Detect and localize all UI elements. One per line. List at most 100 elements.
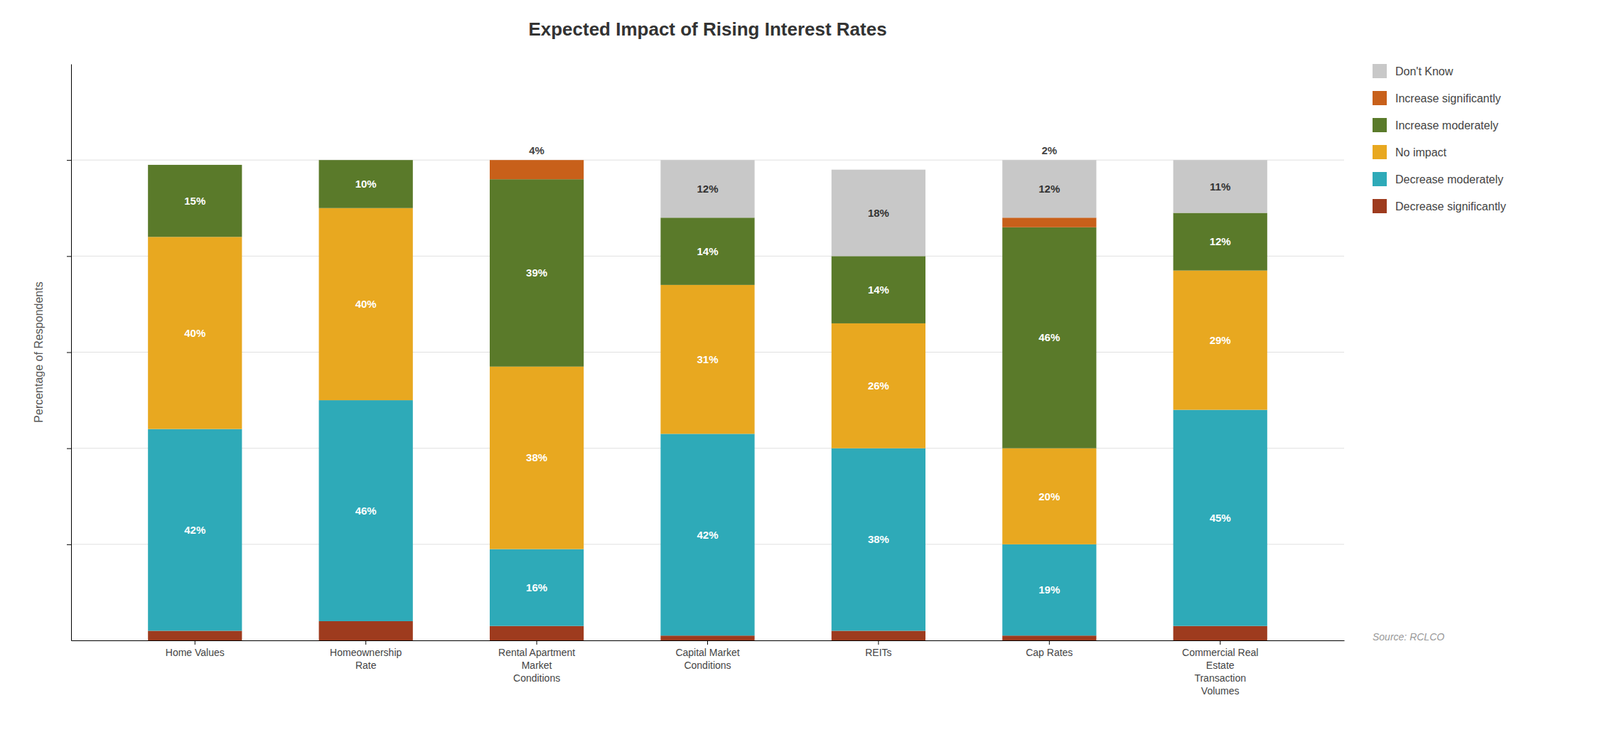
series-bars — [147, 208, 1268, 550]
data-label: 12% — [1209, 235, 1232, 248]
bar-segment — [660, 635, 755, 641]
x-tick-label-line: Homeownership — [329, 646, 402, 659]
y-tick-mark — [66, 255, 72, 257]
x-tick: Commercial RealEstateTransactionVolumes — [1182, 640, 1259, 697]
bar-segment — [319, 159, 413, 161]
y-tick-mark — [66, 159, 72, 161]
bar-segment — [1002, 635, 1097, 641]
bar-segment — [319, 159, 413, 161]
bar-segment — [147, 236, 242, 429]
y-tick — [66, 255, 72, 257]
legend-item: Decrease moderately — [1372, 172, 1504, 187]
bar-segment — [489, 159, 584, 161]
legend-swatch — [1372, 172, 1387, 187]
data-labels: 42%46%16%42%38%19%45%40%40%38%31%26%20%2… — [184, 144, 1231, 596]
x-tick-label: Cap Rates — [1025, 646, 1073, 659]
data-label: 42% — [696, 528, 718, 541]
legend-label: Decrease moderately — [1395, 173, 1504, 186]
data-label: 38% — [867, 533, 890, 546]
x-tick-label-line: Capital Market — [675, 646, 740, 659]
x-tick-label: HomeownershipRate — [329, 646, 402, 671]
bar-segment — [831, 169, 926, 257]
bar-segment — [319, 400, 413, 622]
data-label: 19% — [1038, 583, 1060, 596]
y-tick-mark — [66, 448, 72, 450]
bar-segment — [1002, 217, 1097, 228]
x-tick: Cap Rates — [1025, 640, 1073, 659]
legend-label: Decrease significantly — [1395, 200, 1507, 213]
x-tick-label-line: Estate — [1206, 659, 1235, 671]
data-label: 46% — [355, 504, 377, 517]
x-tick-mark — [1219, 640, 1221, 645]
data-label: 4% — [528, 144, 545, 157]
data-label: 31% — [696, 353, 718, 366]
bar-segment — [489, 179, 584, 367]
data-label: 15% — [184, 194, 206, 207]
y-tick-mark — [66, 352, 72, 354]
x-tick-label: Capital MarketConditions — [675, 646, 740, 671]
data-label: 12% — [1038, 182, 1060, 195]
data-label: 16% — [525, 581, 548, 594]
x-tick-label-line: Conditions — [513, 672, 561, 684]
data-label: 26% — [867, 379, 890, 392]
data-label: 18% — [867, 206, 890, 219]
bar-segment — [147, 164, 242, 165]
data-label: 40% — [184, 326, 206, 340]
x-tick-label: Commercial RealEstateTransactionVolumes — [1182, 646, 1259, 698]
data-label: 42% — [184, 523, 206, 536]
bar-segment — [319, 208, 413, 401]
data-label: 45% — [1209, 511, 1232, 524]
x-tick: Capital MarketConditions — [675, 640, 740, 671]
x-tick-mark — [365, 640, 367, 645]
legend-swatch — [1372, 117, 1387, 133]
x-tick-mark — [536, 640, 538, 645]
data-label: 11% — [1209, 180, 1231, 193]
series-bars — [489, 159, 1097, 228]
x-tick-label-line: Cap Rates — [1025, 646, 1073, 659]
bar-segment — [1173, 159, 1268, 213]
x-tick: Home Values — [165, 640, 225, 659]
y-tick — [66, 544, 72, 546]
bar-segment — [147, 164, 242, 165]
x-tick-label-line: Rate — [355, 659, 377, 671]
x-tick-label-line: Volumes — [1201, 685, 1240, 697]
x-tick-label-line: Market — [521, 659, 553, 671]
data-label: 39% — [525, 266, 548, 279]
title: Expected Impact of Rising Interest Rates — [528, 18, 887, 40]
data-label: 2% — [1041, 144, 1057, 157]
legend-label: Don't Know — [1395, 65, 1454, 78]
bar-segment — [1002, 544, 1097, 636]
y-tick — [66, 159, 72, 161]
legend-swatch — [1372, 63, 1387, 79]
bar-segment — [660, 217, 755, 286]
bar-segment — [147, 164, 242, 237]
legend-item: No impact — [1372, 145, 1448, 160]
y-axis — [66, 64, 72, 642]
bar-segment — [831, 323, 926, 449]
bar-segment — [831, 255, 926, 324]
bar-segment — [660, 433, 755, 636]
legend-swatch — [1372, 145, 1387, 160]
bar-segment — [1173, 626, 1268, 641]
data-label: 14% — [696, 245, 718, 258]
data-label: 29% — [1209, 334, 1232, 347]
x-tick-mark — [877, 640, 879, 645]
x-tick-label-line: REITs — [865, 646, 892, 659]
bar-segment — [147, 429, 242, 632]
bar-segment — [319, 621, 413, 641]
bar-segment — [489, 626, 584, 641]
bar-segment — [660, 285, 755, 435]
y-tick-mark — [66, 544, 72, 546]
series-bars — [660, 159, 1267, 256]
data-label: 14% — [867, 283, 890, 296]
x-tick-label-line: Rental Apartment — [498, 646, 576, 659]
series-bars — [147, 159, 1268, 449]
x-axis: Home Values HomeownershipRate Rental Apart… — [71, 640, 1345, 697]
bar-segment — [660, 159, 755, 218]
annotation: Source: RCLCO — [1372, 631, 1445, 643]
x-tick-mark — [707, 640, 708, 645]
x-tick-label-line: Transaction — [1194, 672, 1247, 684]
legend-label: Increase moderately — [1395, 119, 1499, 132]
data-label: 40% — [355, 297, 377, 310]
legend: Don't KnowIncrease significantlyIncrease… — [1372, 63, 1507, 214]
